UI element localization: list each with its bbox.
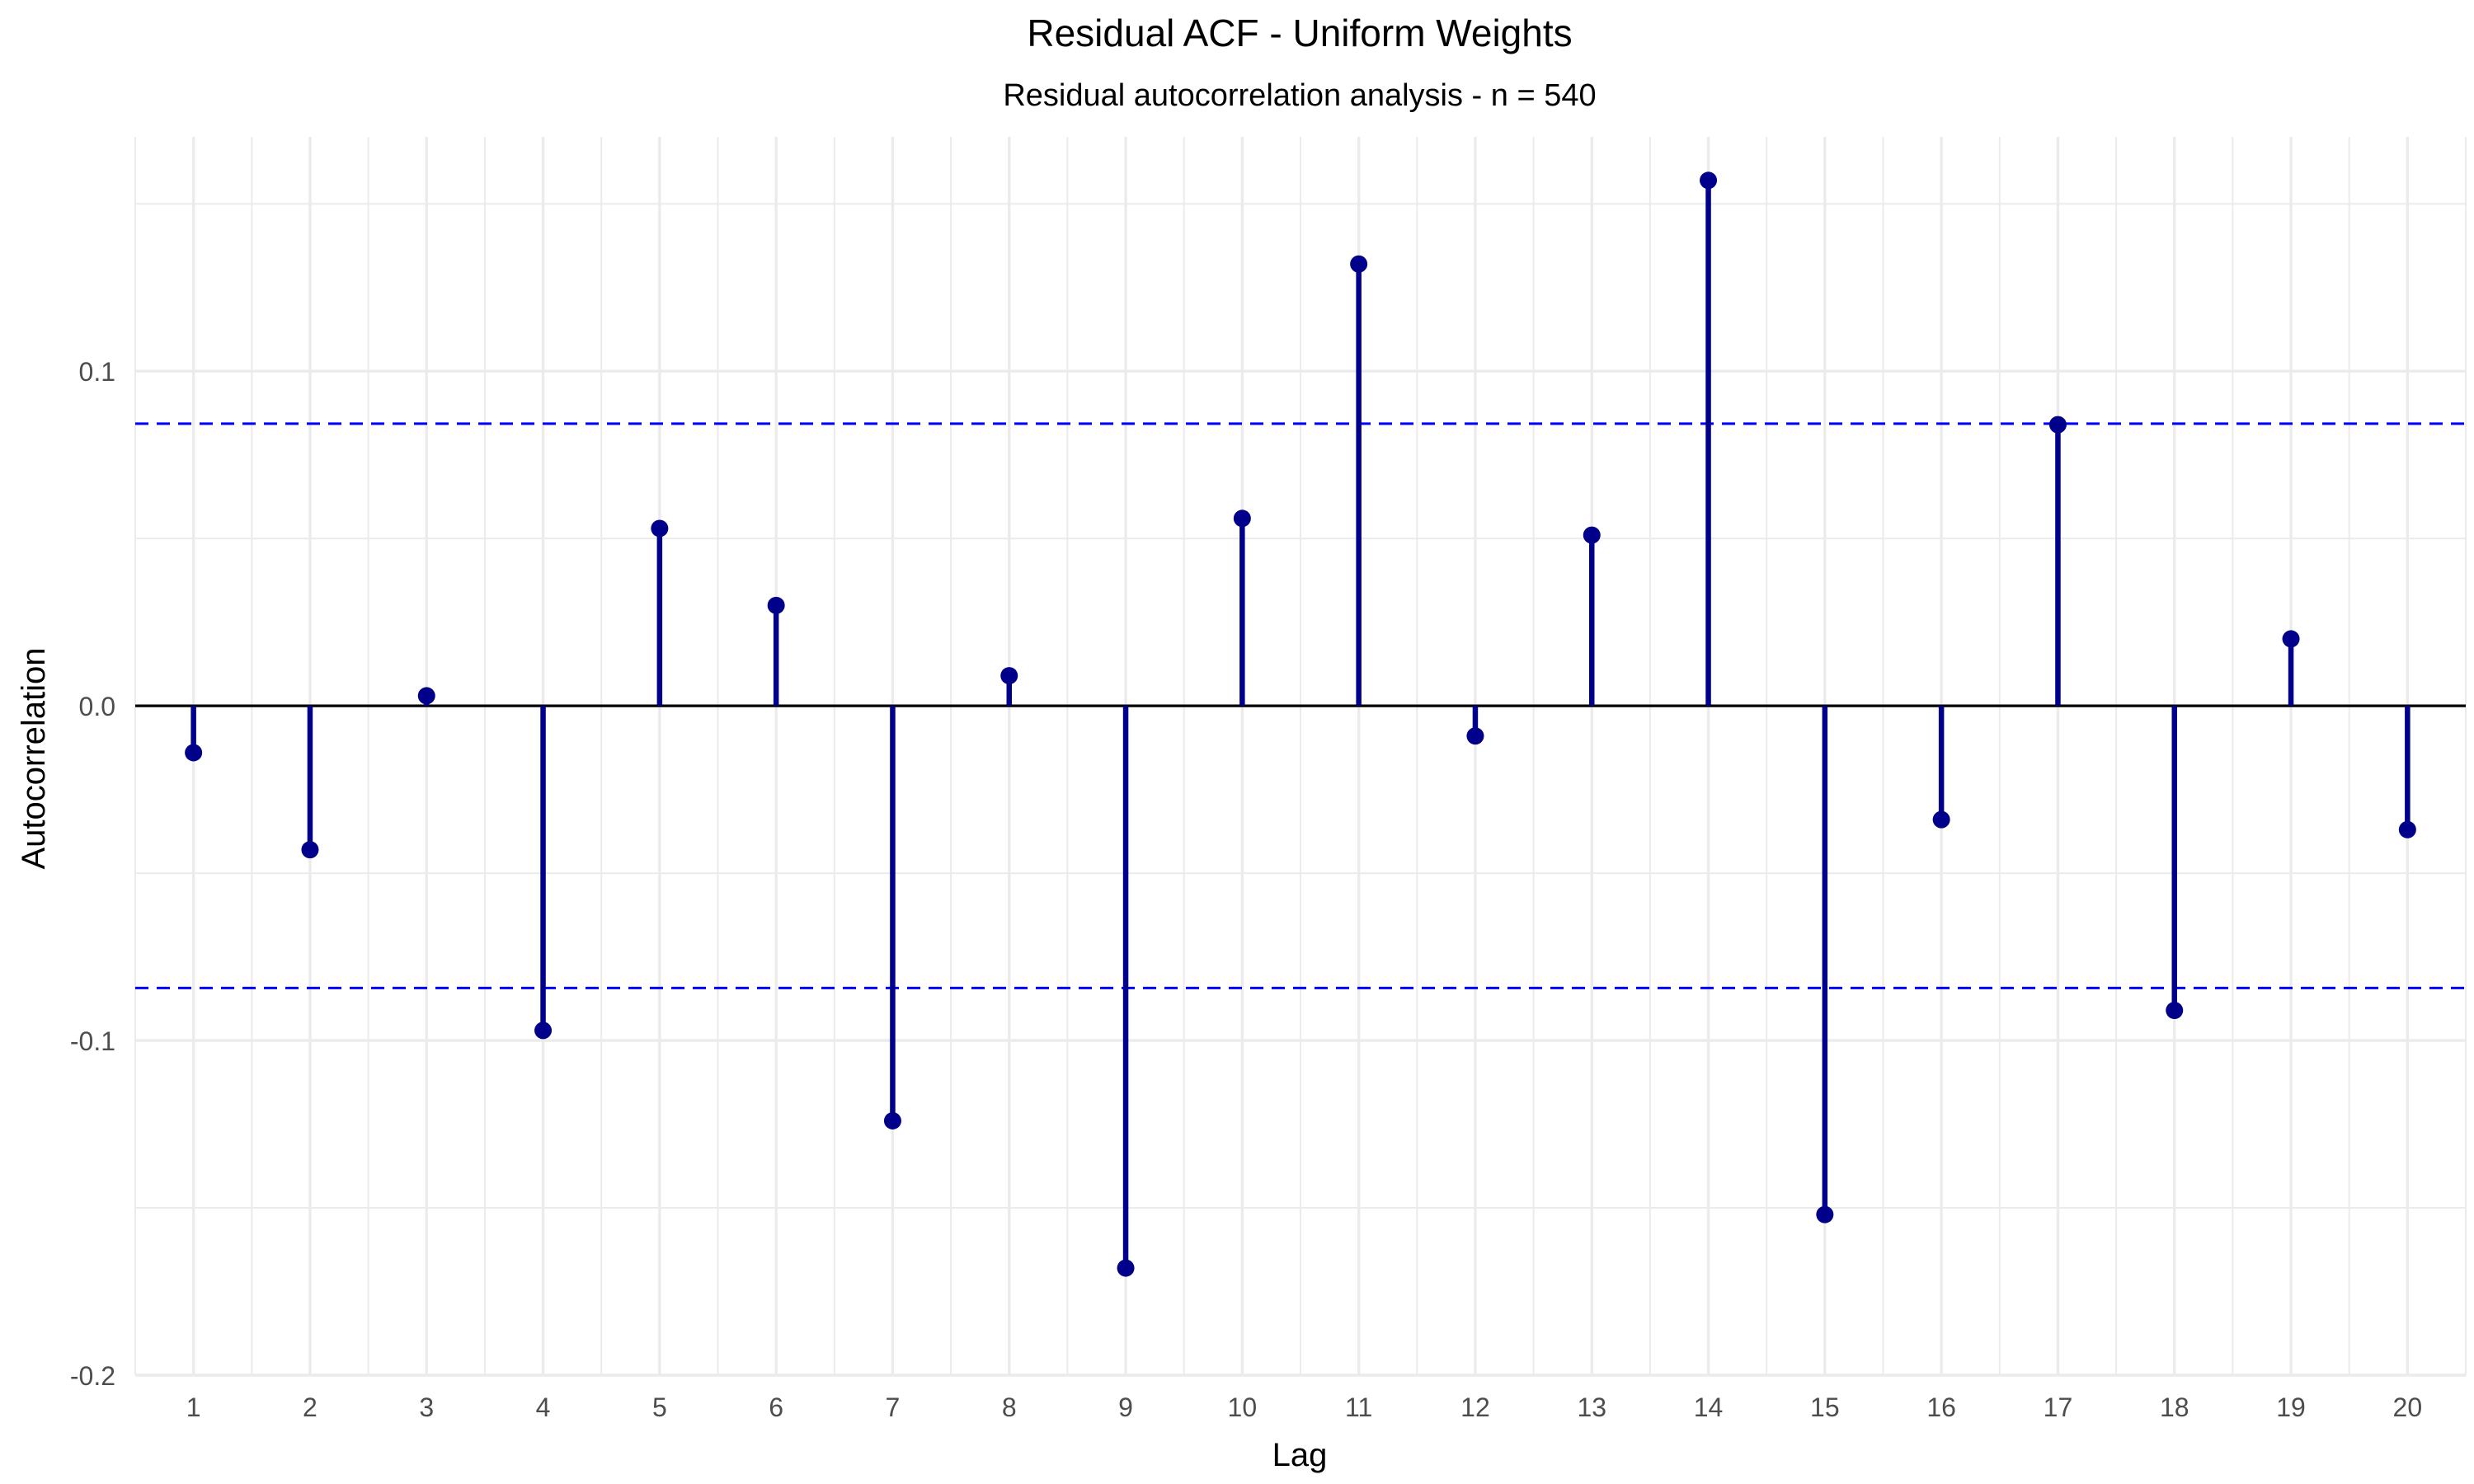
y-tick-label: -0.2 <box>70 1361 115 1391</box>
acf-point-lag-4 <box>534 1021 553 1040</box>
y-tick-label: 0.1 <box>79 357 115 387</box>
acf-point-lag-20 <box>2398 820 2416 838</box>
stems-layer <box>185 171 2416 1277</box>
acf-point-lag-16 <box>1932 810 1950 829</box>
acf-point-lag-2 <box>301 841 319 859</box>
x-tick-label: 11 <box>1345 1392 1372 1422</box>
x-tick-label: 19 <box>2276 1392 2306 1422</box>
acf-point-lag-8 <box>1000 667 1018 685</box>
x-tick-label: 2 <box>303 1392 317 1422</box>
chart-title: Residual ACF - Uniform Weights <box>1027 12 1572 54</box>
acf-point-lag-5 <box>651 519 669 538</box>
x-tick-label: 7 <box>886 1392 901 1422</box>
x-axis-title: Lag <box>1272 1437 1328 1473</box>
x-tick-label: 16 <box>1926 1392 1956 1422</box>
x-tick-label: 8 <box>1002 1392 1017 1422</box>
x-tick-label: 18 <box>2160 1392 2189 1422</box>
chart-subtitle: Residual autocorrelation analysis - n = … <box>1003 78 1596 113</box>
acf-point-lag-15 <box>1816 1205 1834 1223</box>
grid-layer <box>134 137 2467 1377</box>
acf-point-lag-13 <box>1583 526 1601 544</box>
axis-labels-layer: -0.2-0.10.00.11 2 3 4 5 6 7 8 9 10 11 12 13 14 15 16 17 1… <box>70 357 2422 1422</box>
acf-point-lag-6 <box>767 596 785 614</box>
acf-point-lag-11 <box>1350 255 1368 273</box>
acf-point-lag-10 <box>1233 510 1251 528</box>
y-tick-label: -0.1 <box>70 1026 115 1056</box>
reference-lines <box>135 422 2466 989</box>
x-tick-label: 9 <box>1118 1392 1133 1422</box>
x-tick-label: 12 <box>1460 1392 1490 1422</box>
x-tick-label: 10 <box>1228 1392 1258 1422</box>
x-tick-label: 5 <box>652 1392 667 1422</box>
y-tick-label: 0.0 <box>79 692 115 721</box>
x-tick-label: 13 <box>1577 1392 1606 1422</box>
x-tick-label: 15 <box>1810 1392 1840 1422</box>
acf-point-lag-17 <box>2048 416 2067 434</box>
acf-point-lag-12 <box>1466 727 1484 745</box>
x-tick-label: 3 <box>419 1392 434 1422</box>
acf-point-lag-19 <box>2282 630 2300 648</box>
x-tick-label: 17 <box>2044 1392 2073 1422</box>
acf-point-lag-7 <box>883 1111 901 1129</box>
acf-point-lag-14 <box>1700 171 1718 190</box>
x-tick-label: 1 <box>186 1392 201 1422</box>
acf-point-lag-3 <box>417 687 435 705</box>
acf-point-lag-18 <box>2166 1002 2184 1020</box>
x-tick-label: 14 <box>1694 1392 1724 1422</box>
x-tick-label: 20 <box>2393 1392 2423 1422</box>
acf-point-lag-9 <box>1117 1259 1135 1277</box>
acf-point-lag-1 <box>185 744 203 762</box>
x-tick-label: 4 <box>536 1392 551 1422</box>
x-tick-label: 6 <box>769 1392 783 1422</box>
y-axis-title: Autocorrelation <box>16 647 52 869</box>
